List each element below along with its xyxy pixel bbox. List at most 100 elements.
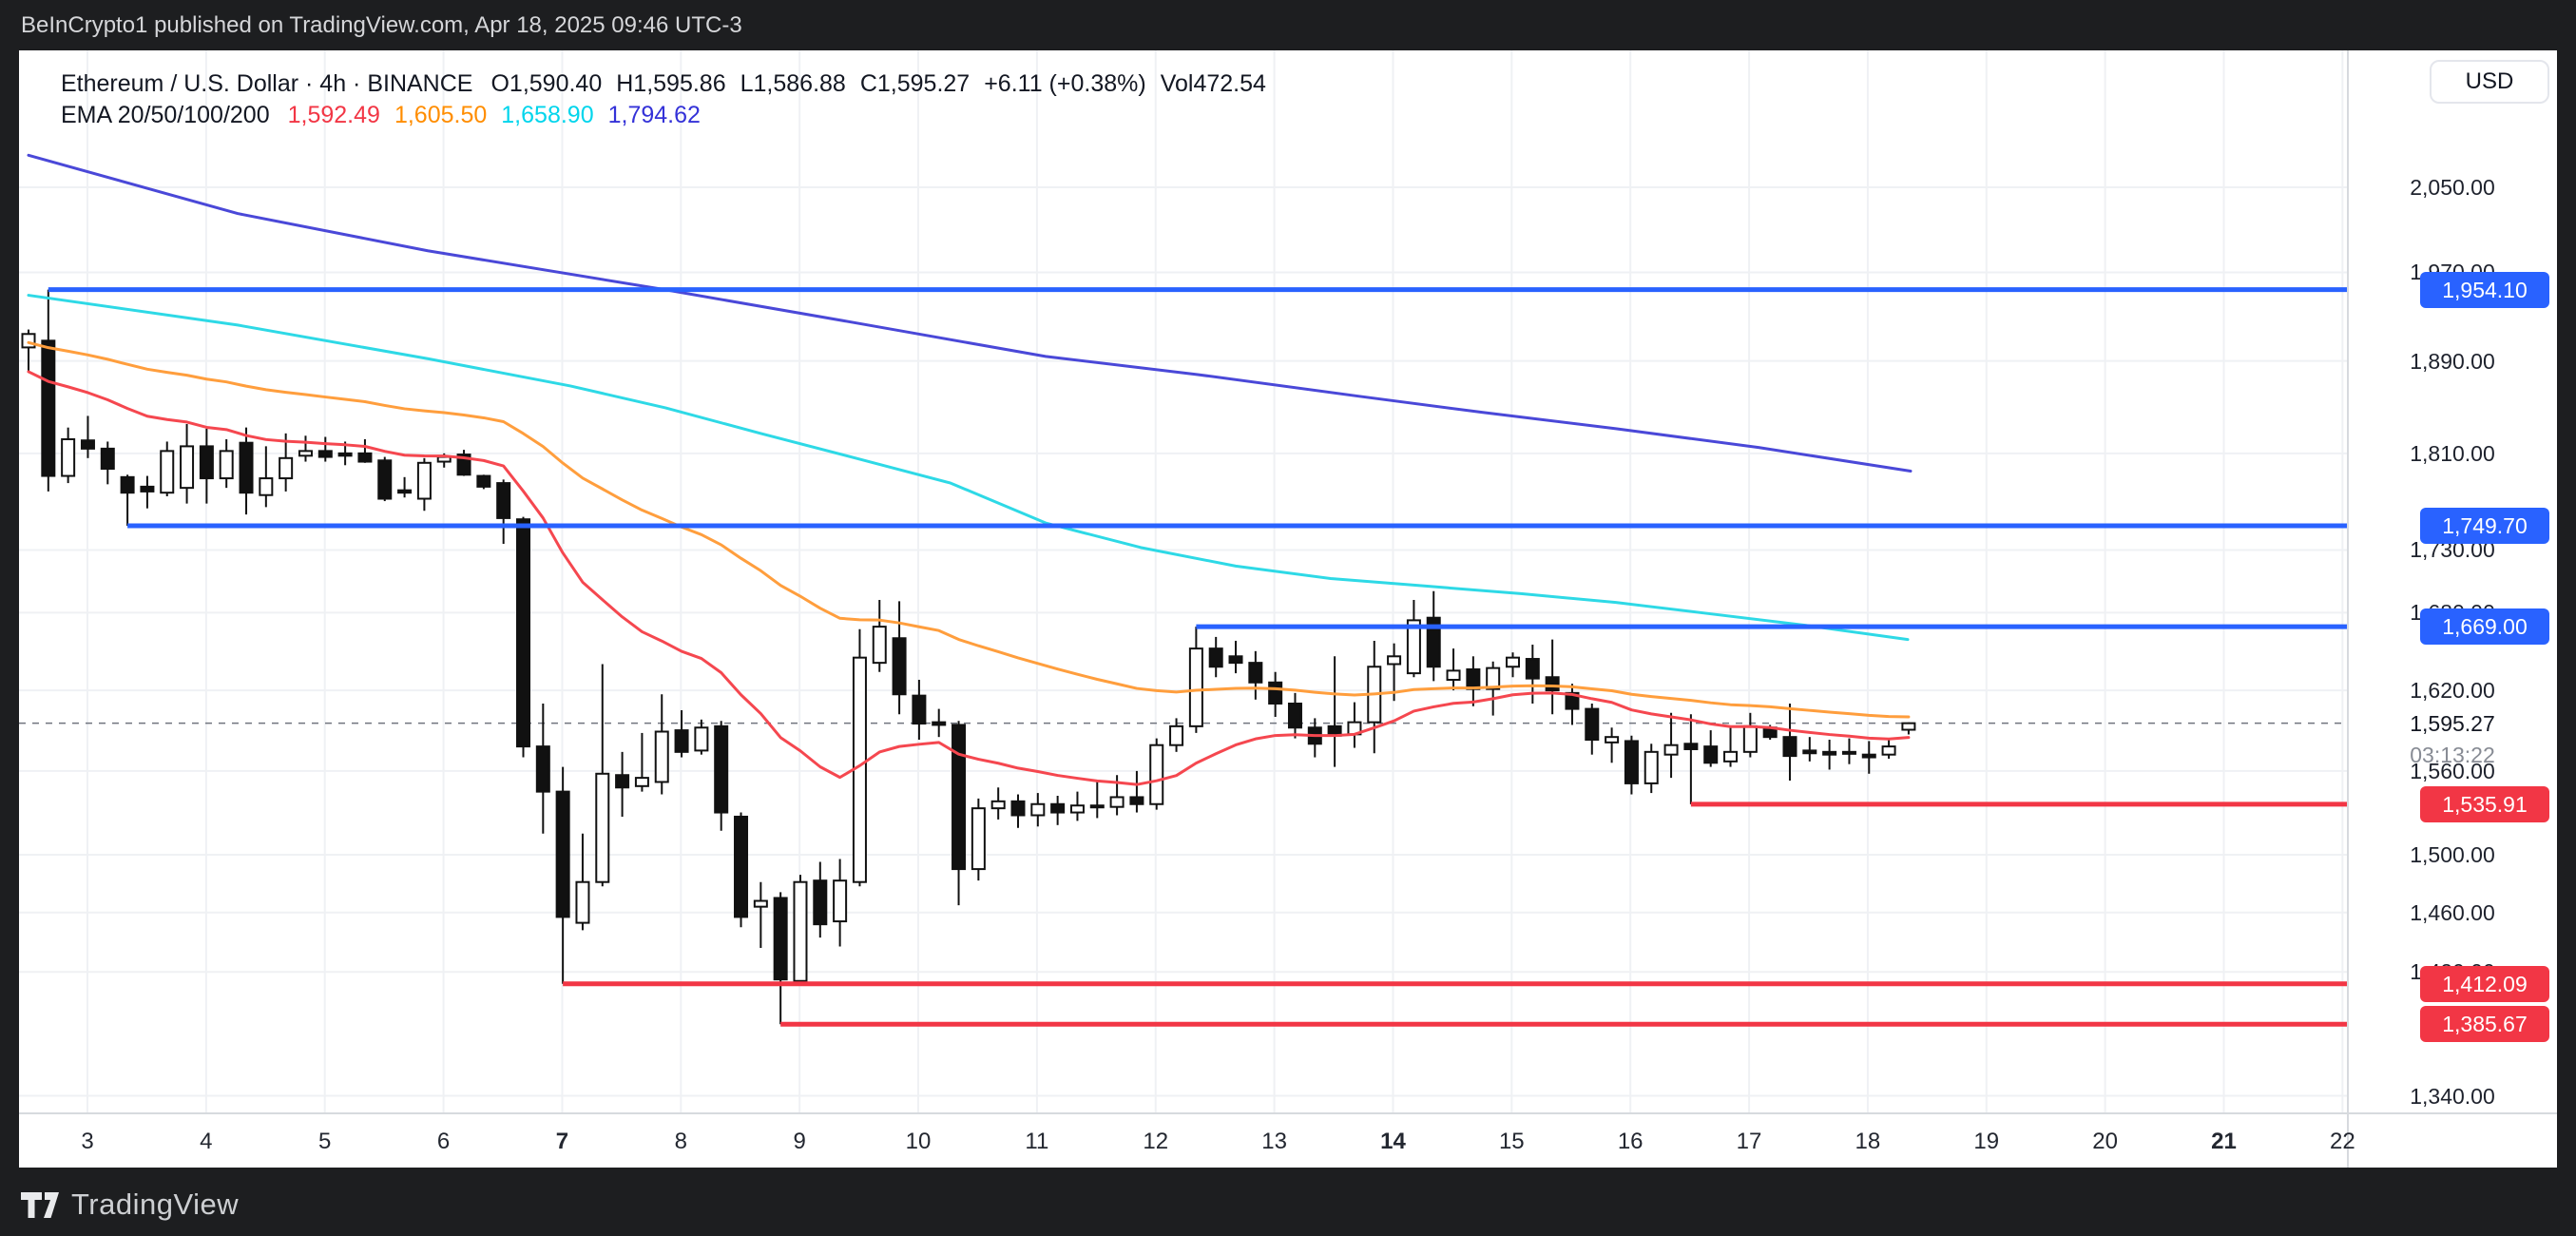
candle-body	[219, 450, 234, 480]
ema50-line	[27, 340, 1911, 719]
ema-value: 1,605.50	[394, 102, 488, 128]
legend-ema-row: EMA 20/50/100/200 1,592.49 1,605.50 1,658.…	[61, 100, 1280, 131]
chart-background	[19, 50, 2557, 1168]
time-tick-label[interactable]: 21	[2211, 1129, 2237, 1154]
candle-body	[199, 445, 214, 480]
ray-price-badge: 1,412.09	[2420, 965, 2549, 1002]
time-tick-label[interactable]: 19	[1973, 1129, 2000, 1154]
candle-body	[634, 777, 649, 787]
candle-body	[317, 450, 333, 458]
candle-body	[595, 772, 610, 883]
candle-body	[1881, 745, 1896, 756]
candle-body	[279, 456, 294, 480]
candle-body	[1466, 667, 1481, 690]
candle-body	[654, 730, 669, 783]
candle-body	[1387, 655, 1402, 666]
ema-value: 1,592.49	[287, 102, 380, 128]
candle-body	[1506, 656, 1520, 668]
candle-body	[1822, 750, 1837, 756]
time-tick-label[interactable]: 4	[200, 1129, 213, 1154]
candle-body	[1605, 736, 1620, 744]
candle-body	[971, 807, 986, 871]
candle-body	[1782, 736, 1797, 758]
candle-body	[1030, 802, 1046, 817]
ema-value: 1,658.90	[501, 102, 594, 128]
time-tick-label[interactable]: 13	[1261, 1129, 1287, 1154]
time-tick-label[interactable]: 20	[2092, 1129, 2118, 1154]
candle-body	[1663, 744, 1679, 756]
time-tick-label[interactable]: 15	[1498, 1129, 1525, 1154]
candle-body	[1188, 647, 1203, 727]
price-tick-label: 1,890.00	[2410, 348, 2495, 374]
candle-body	[1129, 796, 1144, 805]
time-tick-label[interactable]: 6	[436, 1129, 451, 1154]
candle-body	[140, 485, 155, 492]
time-tick-label[interactable]: 9	[793, 1129, 806, 1154]
price-tick-label: 1,500.00	[2410, 842, 2495, 868]
ema200-line	[27, 153, 1913, 473]
candle-body	[1287, 703, 1302, 729]
time-tick-label[interactable]: 22	[2329, 1129, 2355, 1154]
tradingview-attribution[interactable]: TradingView	[21, 1188, 239, 1222]
candle-body	[535, 745, 550, 793]
ema20-line	[27, 370, 1911, 786]
candle-body	[416, 461, 432, 500]
candle-body	[773, 897, 788, 981]
published-header: BeInCrypto1 published on TradingView.com…	[0, 0, 2576, 50]
time-tick-label[interactable]: 12	[1143, 1129, 1169, 1154]
price-tick-label: 1,340.00	[2410, 1083, 2495, 1109]
candle-body	[259, 477, 274, 496]
ema100-line	[27, 294, 1910, 642]
candle-body	[337, 452, 353, 457]
ohlc-token: L1,586.88	[740, 70, 846, 97]
candle-body	[1486, 666, 1501, 690]
time-tick-label[interactable]: 8	[674, 1129, 687, 1154]
time-tick-label[interactable]: 16	[1617, 1129, 1644, 1154]
tradingview-logo-icon	[21, 1191, 59, 1218]
candle-body	[615, 774, 630, 789]
ray-price-badge: 1,954.10	[2420, 271, 2549, 308]
candle-body	[377, 459, 393, 500]
candle-body	[357, 452, 373, 463]
candle-body	[160, 450, 175, 494]
candle-body	[1802, 749, 1817, 755]
ohlc-token: Vol472.54	[1160, 70, 1266, 97]
candle-body	[1624, 740, 1639, 784]
candle-body	[892, 637, 907, 696]
candle-body	[298, 450, 313, 457]
candle-body	[1565, 691, 1580, 710]
time-tick-label[interactable]: 17	[1736, 1129, 1762, 1154]
price-tick-label: 1,620.00	[2410, 678, 2495, 704]
time-tick-label[interactable]: 14	[1380, 1129, 1406, 1154]
ema-indicator-label[interactable]: EMA 20/50/100/200	[61, 102, 270, 128]
time-tick-label[interactable]: 7	[555, 1129, 569, 1154]
candle-body	[833, 879, 848, 923]
ema-values: 1,592.49 1,605.50 1,658.90 1,794.62	[288, 102, 715, 129]
ray-price-badge: 1,385.67	[2420, 1006, 2549, 1043]
ray-price-badge: 1,749.70	[2420, 507, 2549, 544]
ohlc-token: C1,595.27	[859, 70, 971, 97]
price-tick-label: 1,560.00	[2410, 758, 2495, 783]
candle-body	[1446, 669, 1461, 682]
time-tick-label[interactable]: 18	[1855, 1129, 1881, 1154]
price-tick-label: 1,460.00	[2410, 899, 2495, 925]
candle-body	[61, 437, 76, 477]
candle-body	[1901, 722, 1916, 731]
candle-body	[41, 339, 56, 477]
currency-toggle-button[interactable]: USD	[2430, 60, 2549, 104]
ohlc-readout: O1,590.40 H1,595.86 L1,586.88 C1,595.27 +6.1…	[490, 70, 1279, 98]
ema-value: 1,794.62	[607, 102, 701, 128]
symbol-title[interactable]: Ethereum / U.S. Dollar · 4h · BINANCE	[61, 70, 473, 97]
candle-body	[180, 445, 195, 490]
time-tick-label[interactable]: 11	[1025, 1129, 1049, 1154]
time-tick-label[interactable]: 3	[81, 1129, 94, 1154]
candle-body	[476, 474, 491, 488]
candle-body	[21, 333, 36, 349]
candle-body	[1406, 619, 1421, 675]
published-header-text: BeInCrypto1 published on TradingView.com…	[21, 12, 742, 38]
time-tick-label[interactable]: 10	[905, 1129, 932, 1154]
candle-body	[1248, 662, 1263, 684]
ohlc-token: +6.11 (+0.38%)	[984, 70, 1146, 97]
time-tick-label[interactable]: 5	[318, 1129, 332, 1154]
